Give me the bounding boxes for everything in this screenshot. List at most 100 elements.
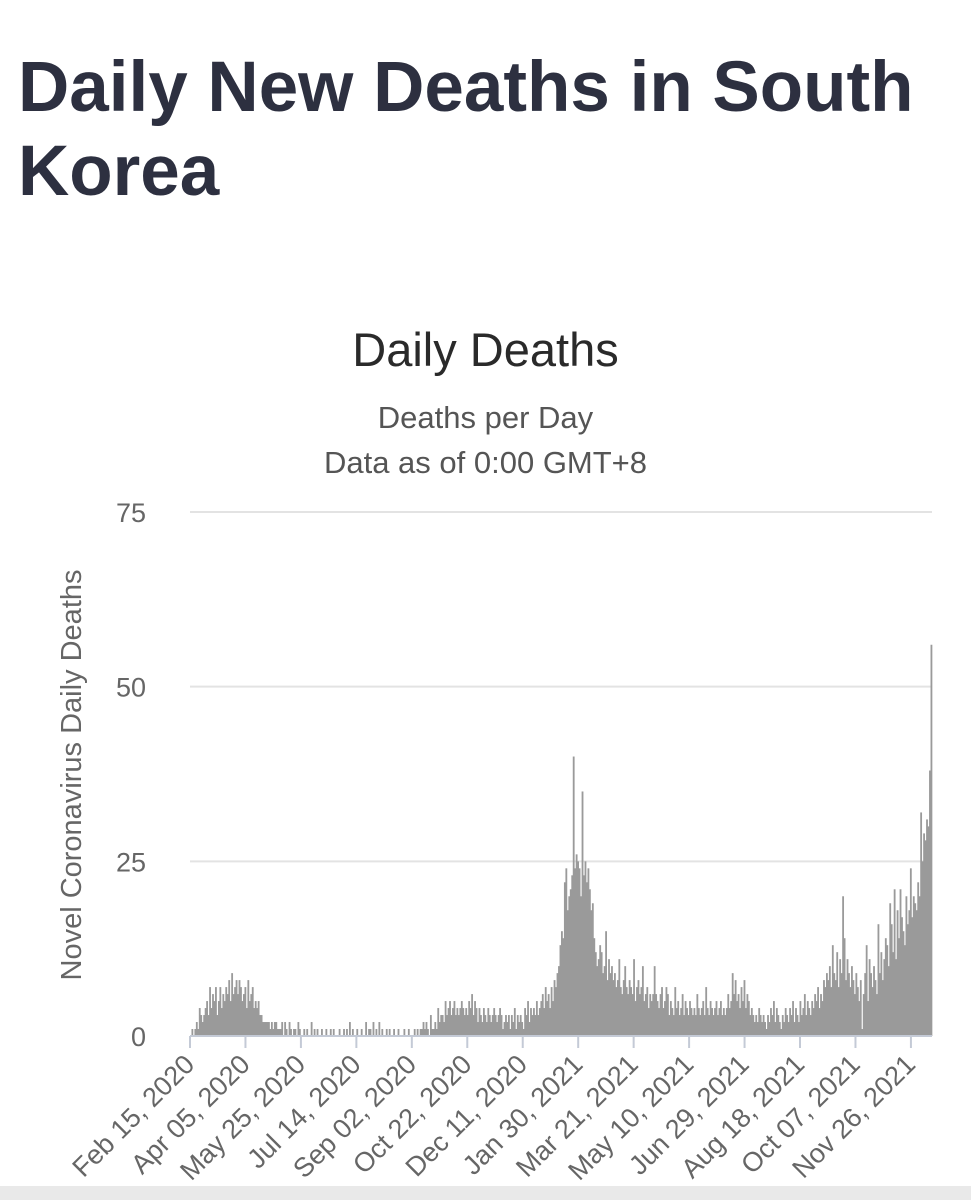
bar xyxy=(447,1008,450,1036)
bar xyxy=(279,1029,282,1036)
bar xyxy=(851,966,853,1036)
bar xyxy=(475,1008,478,1036)
bar xyxy=(843,938,846,1036)
bar xyxy=(580,896,582,1036)
bar xyxy=(725,1008,728,1036)
bar xyxy=(705,987,708,1036)
bar xyxy=(368,1029,370,1036)
bar xyxy=(577,861,580,1036)
bar xyxy=(787,1022,790,1036)
bar xyxy=(459,1008,462,1036)
bar xyxy=(930,644,933,1036)
bar xyxy=(207,1015,210,1036)
bar xyxy=(375,1029,378,1036)
bar xyxy=(541,994,544,1036)
bar xyxy=(681,994,684,1036)
bar xyxy=(668,1015,671,1036)
bar xyxy=(824,987,827,1036)
bar xyxy=(868,959,871,1036)
bar xyxy=(491,1015,494,1036)
chart-subtitle: Deaths per Day xyxy=(377,400,594,435)
bar xyxy=(603,966,606,1036)
bar xyxy=(758,1008,761,1036)
bar xyxy=(643,1001,646,1036)
bar xyxy=(756,1022,759,1036)
bar xyxy=(219,987,222,1036)
bar xyxy=(750,1008,753,1036)
bar xyxy=(817,987,819,1036)
bar xyxy=(505,1015,507,1036)
bar xyxy=(422,1022,425,1036)
bar xyxy=(806,1001,809,1036)
bar xyxy=(893,889,896,1036)
bar xyxy=(509,1029,512,1036)
bar xyxy=(499,1008,501,1036)
bar xyxy=(544,987,547,1036)
bar xyxy=(200,1015,203,1036)
bar xyxy=(346,1029,348,1036)
bar xyxy=(799,1001,802,1036)
bar xyxy=(385,1029,388,1036)
bar xyxy=(369,1029,372,1036)
bar xyxy=(247,980,250,1036)
bar xyxy=(659,994,662,1036)
bar xyxy=(356,1029,359,1036)
bar xyxy=(827,980,830,1036)
bar xyxy=(206,1001,209,1036)
bar xyxy=(834,980,837,1036)
bar xyxy=(820,994,822,1036)
bar xyxy=(235,980,238,1036)
bar xyxy=(733,994,736,1036)
bar xyxy=(222,994,225,1036)
bar xyxy=(715,1001,718,1036)
bar xyxy=(508,1015,510,1036)
bar xyxy=(771,1015,774,1036)
bar xyxy=(456,1008,459,1036)
bar xyxy=(599,945,602,1036)
bar xyxy=(828,966,831,1036)
bar xyxy=(263,1022,266,1036)
bar xyxy=(496,1022,499,1036)
bar xyxy=(904,945,906,1036)
bar xyxy=(902,931,905,1036)
bar xyxy=(805,1015,808,1036)
bar xyxy=(209,987,211,1036)
bar xyxy=(777,1015,780,1036)
bar xyxy=(455,1015,457,1036)
bar xyxy=(215,987,217,1036)
bar xyxy=(798,1022,800,1036)
bar xyxy=(216,1015,219,1036)
bar xyxy=(627,994,630,1036)
bar xyxy=(266,1022,269,1036)
bar xyxy=(259,1015,262,1036)
bars xyxy=(191,644,933,1036)
bar xyxy=(245,1008,248,1036)
bar xyxy=(440,1015,443,1036)
bar xyxy=(527,1001,529,1036)
bar xyxy=(552,1001,554,1036)
bar xyxy=(343,1029,345,1036)
bar xyxy=(244,987,247,1036)
bar xyxy=(742,1001,744,1036)
bar xyxy=(332,1029,335,1036)
bar xyxy=(438,1022,441,1036)
bar xyxy=(425,1022,428,1036)
bar xyxy=(596,966,599,1036)
bar xyxy=(915,910,918,1036)
bar xyxy=(890,924,893,1036)
bar xyxy=(194,1029,197,1036)
bar xyxy=(926,819,928,1036)
bar xyxy=(667,994,669,1036)
bar xyxy=(528,1022,531,1036)
bar xyxy=(578,868,581,1036)
bar xyxy=(516,1015,519,1036)
bar xyxy=(611,966,613,1036)
bar xyxy=(706,1008,709,1036)
bar xyxy=(285,1029,288,1036)
bar xyxy=(581,791,584,1036)
bar xyxy=(435,1029,438,1036)
bar xyxy=(465,1008,468,1036)
bar xyxy=(739,1008,741,1036)
bar xyxy=(761,1022,764,1036)
